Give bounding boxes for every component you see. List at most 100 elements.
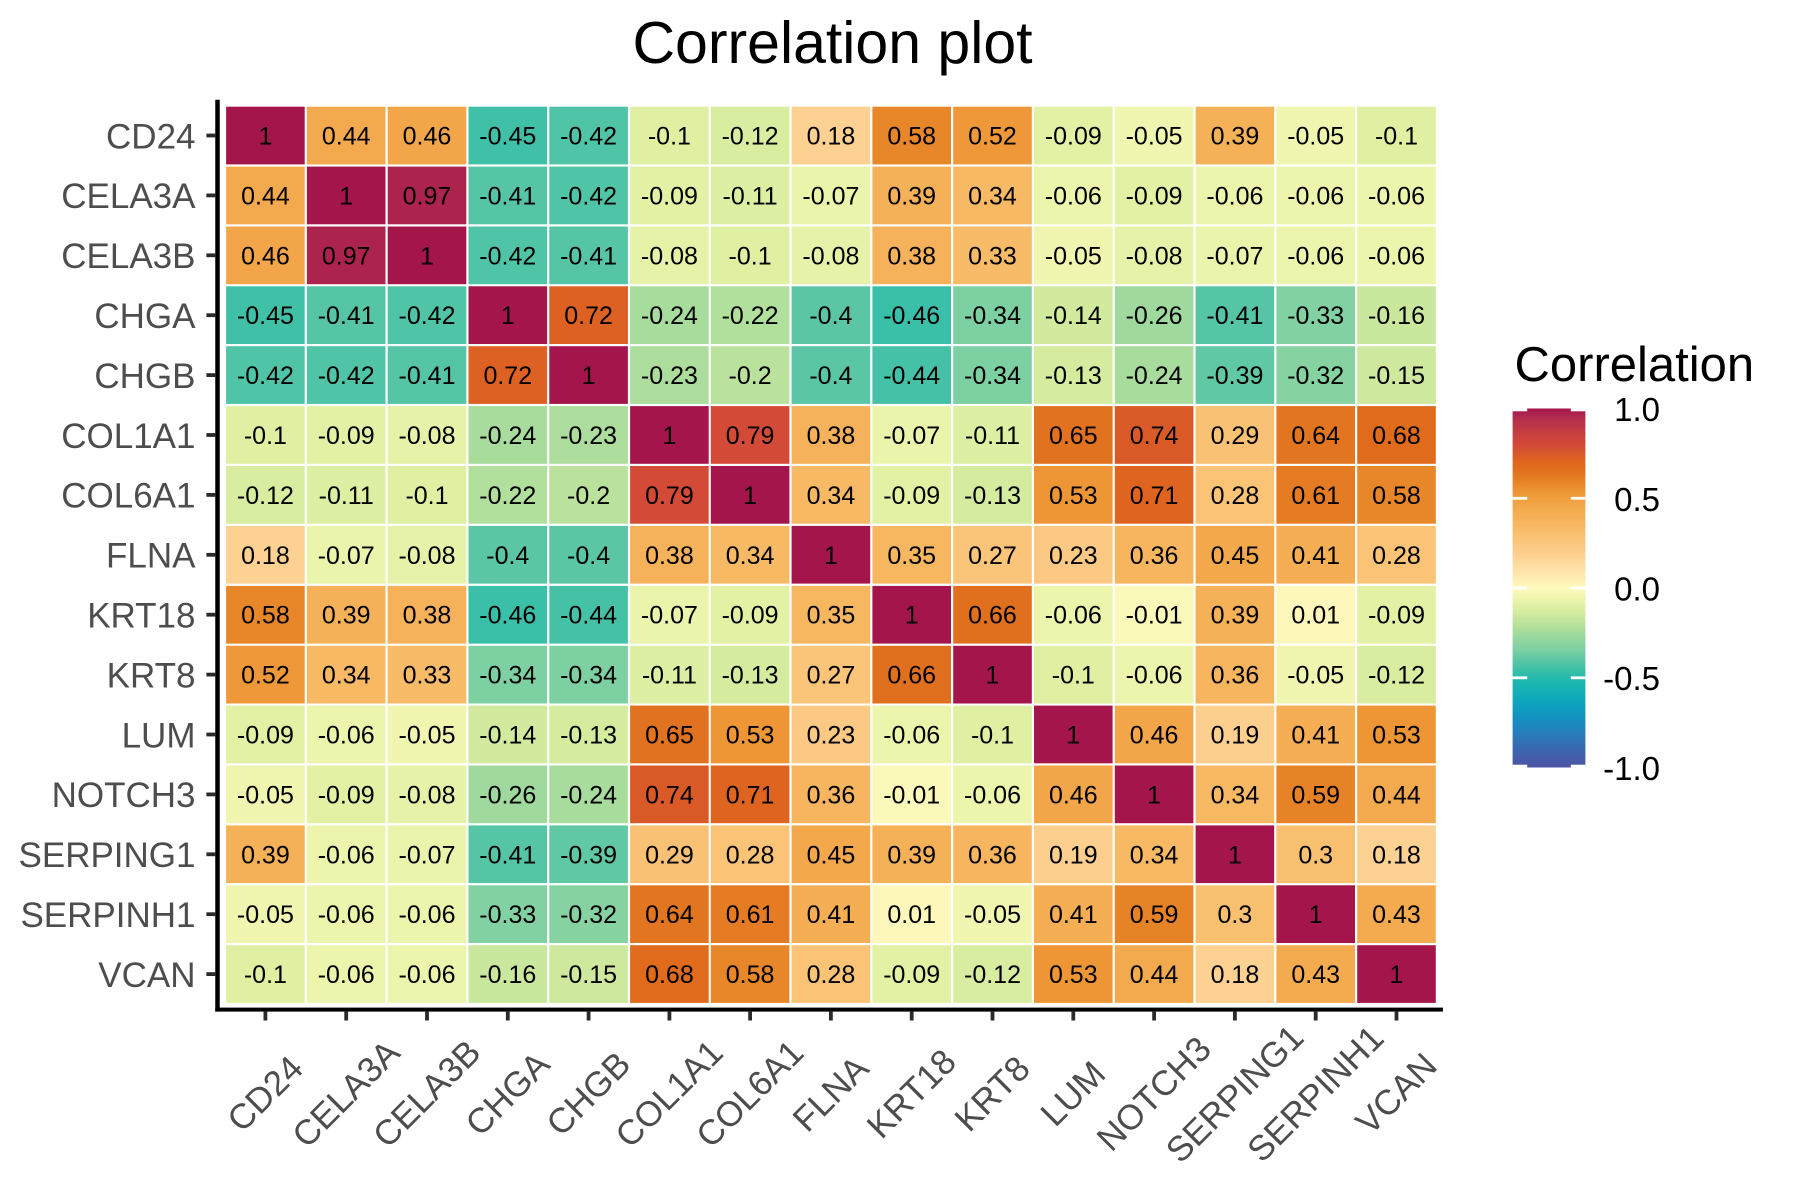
svg-text:-0.44: -0.44 <box>560 602 617 630</box>
svg-text:-0.41: -0.41 <box>318 302 375 330</box>
svg-text:-0.39: -0.39 <box>1206 362 1263 390</box>
svg-text:0.68: 0.68 <box>1372 422 1421 450</box>
svg-text:0.34: 0.34 <box>726 542 775 570</box>
svg-text:-0.08: -0.08 <box>1126 242 1183 270</box>
svg-text:0.28: 0.28 <box>726 841 775 869</box>
svg-text:-0.06: -0.06 <box>1287 242 1344 270</box>
svg-text:0.36: 0.36 <box>807 781 856 809</box>
svg-text:0.43: 0.43 <box>1291 961 1340 989</box>
svg-text:0.41: 0.41 <box>1049 901 1098 929</box>
svg-text:0.33: 0.33 <box>968 242 1017 270</box>
svg-text:-0.32: -0.32 <box>1287 362 1344 390</box>
svg-text:-0.34: -0.34 <box>479 662 536 690</box>
svg-text:-0.46: -0.46 <box>883 302 940 330</box>
svg-text:1: 1 <box>905 602 919 630</box>
svg-text:-0.1: -0.1 <box>729 242 772 270</box>
svg-text:0.71: 0.71 <box>726 781 775 809</box>
svg-text:-0.46: -0.46 <box>479 602 536 630</box>
svg-text:-0.33: -0.33 <box>1287 302 1344 330</box>
svg-text:0.72: 0.72 <box>483 362 532 390</box>
svg-text:0.53: 0.53 <box>1049 961 1098 989</box>
svg-text:-0.22: -0.22 <box>479 482 536 510</box>
svg-text:-0.09: -0.09 <box>883 961 940 989</box>
svg-text:-0.07: -0.07 <box>802 182 859 210</box>
svg-text:VCAN: VCAN <box>98 956 195 995</box>
svg-text:SERPING1: SERPING1 <box>19 836 196 875</box>
svg-text:1: 1 <box>662 422 676 450</box>
svg-text:-0.42: -0.42 <box>479 242 536 270</box>
svg-text:-0.1: -0.1 <box>648 123 691 151</box>
svg-text:-0.11: -0.11 <box>642 662 697 690</box>
svg-text:-0.09: -0.09 <box>237 722 294 750</box>
svg-text:-0.09: -0.09 <box>318 422 375 450</box>
svg-text:-1.0: -1.0 <box>1603 750 1660 787</box>
svg-text:0.34: 0.34 <box>1130 841 1179 869</box>
svg-text:0.79: 0.79 <box>645 482 694 510</box>
svg-text:0.59: 0.59 <box>1130 901 1179 929</box>
svg-text:-0.26: -0.26 <box>1126 302 1183 330</box>
svg-text:0.58: 0.58 <box>887 123 936 151</box>
svg-text:-0.12: -0.12 <box>964 961 1021 989</box>
svg-text:-0.16: -0.16 <box>479 961 536 989</box>
svg-text:-0.06: -0.06 <box>399 961 456 989</box>
svg-text:-0.1: -0.1 <box>1052 662 1095 690</box>
svg-text:1: 1 <box>1147 781 1161 809</box>
svg-text:-0.06: -0.06 <box>1368 182 1425 210</box>
svg-text:-0.15: -0.15 <box>560 961 617 989</box>
svg-text:0.44: 0.44 <box>241 182 290 210</box>
svg-text:-0.23: -0.23 <box>560 422 617 450</box>
svg-text:0.45: 0.45 <box>807 841 856 869</box>
svg-text:0.53: 0.53 <box>1049 482 1098 510</box>
svg-text:KRT18: KRT18 <box>87 597 195 636</box>
svg-text:-0.05: -0.05 <box>237 781 294 809</box>
svg-text:0.53: 0.53 <box>1372 722 1421 750</box>
svg-text:1: 1 <box>339 182 353 210</box>
svg-text:0.18: 0.18 <box>807 123 856 151</box>
svg-text:0.34: 0.34 <box>968 182 1017 210</box>
svg-text:-0.15: -0.15 <box>1368 362 1425 390</box>
svg-text:-0.06: -0.06 <box>1126 662 1183 690</box>
svg-text:0.0: 0.0 <box>1614 571 1660 608</box>
svg-text:-0.41: -0.41 <box>560 242 617 270</box>
svg-text:-0.06: -0.06 <box>1045 182 1102 210</box>
svg-text:1: 1 <box>1390 961 1404 989</box>
svg-text:-0.06: -0.06 <box>399 901 456 929</box>
svg-text:-0.08: -0.08 <box>399 542 456 570</box>
svg-text:0.64: 0.64 <box>645 901 694 929</box>
svg-text:-0.07: -0.07 <box>399 841 456 869</box>
svg-text:-0.13: -0.13 <box>1045 362 1102 390</box>
svg-text:0.01: 0.01 <box>1291 602 1340 630</box>
svg-text:0.36: 0.36 <box>1130 542 1179 570</box>
svg-text:-0.41: -0.41 <box>479 182 536 210</box>
svg-text:-0.08: -0.08 <box>399 781 456 809</box>
svg-text:-0.42: -0.42 <box>318 362 375 390</box>
svg-text:-0.14: -0.14 <box>1045 302 1102 330</box>
svg-text:-0.06: -0.06 <box>1045 602 1102 630</box>
svg-text:1: 1 <box>743 482 757 510</box>
svg-text:-0.07: -0.07 <box>1206 242 1263 270</box>
svg-text:-0.2: -0.2 <box>729 362 772 390</box>
svg-text:1: 1 <box>420 242 434 270</box>
svg-text:0.27: 0.27 <box>968 542 1017 570</box>
svg-text:0.18: 0.18 <box>241 542 290 570</box>
svg-text:-0.11: -0.11 <box>723 182 778 210</box>
svg-text:FLNA: FLNA <box>106 537 196 576</box>
svg-text:0.74: 0.74 <box>645 781 694 809</box>
svg-text:-0.32: -0.32 <box>560 901 617 929</box>
svg-text:0.38: 0.38 <box>887 242 936 270</box>
svg-text:CELA3A: CELA3A <box>61 177 196 216</box>
svg-text:-0.09: -0.09 <box>883 482 940 510</box>
svg-text:0.39: 0.39 <box>887 841 936 869</box>
svg-text:0.46: 0.46 <box>1130 722 1179 750</box>
svg-text:-0.13: -0.13 <box>722 662 779 690</box>
svg-text:0.29: 0.29 <box>1211 422 1260 450</box>
svg-text:-0.4: -0.4 <box>567 542 610 570</box>
svg-text:-0.12: -0.12 <box>722 123 779 151</box>
svg-text:0.39: 0.39 <box>241 841 290 869</box>
svg-text:-0.34: -0.34 <box>964 302 1021 330</box>
svg-text:-0.13: -0.13 <box>964 482 1021 510</box>
svg-text:-0.11: -0.11 <box>319 482 374 510</box>
svg-text:-0.4: -0.4 <box>809 362 852 390</box>
svg-text:0.72: 0.72 <box>564 302 613 330</box>
svg-text:0.44: 0.44 <box>322 123 371 151</box>
